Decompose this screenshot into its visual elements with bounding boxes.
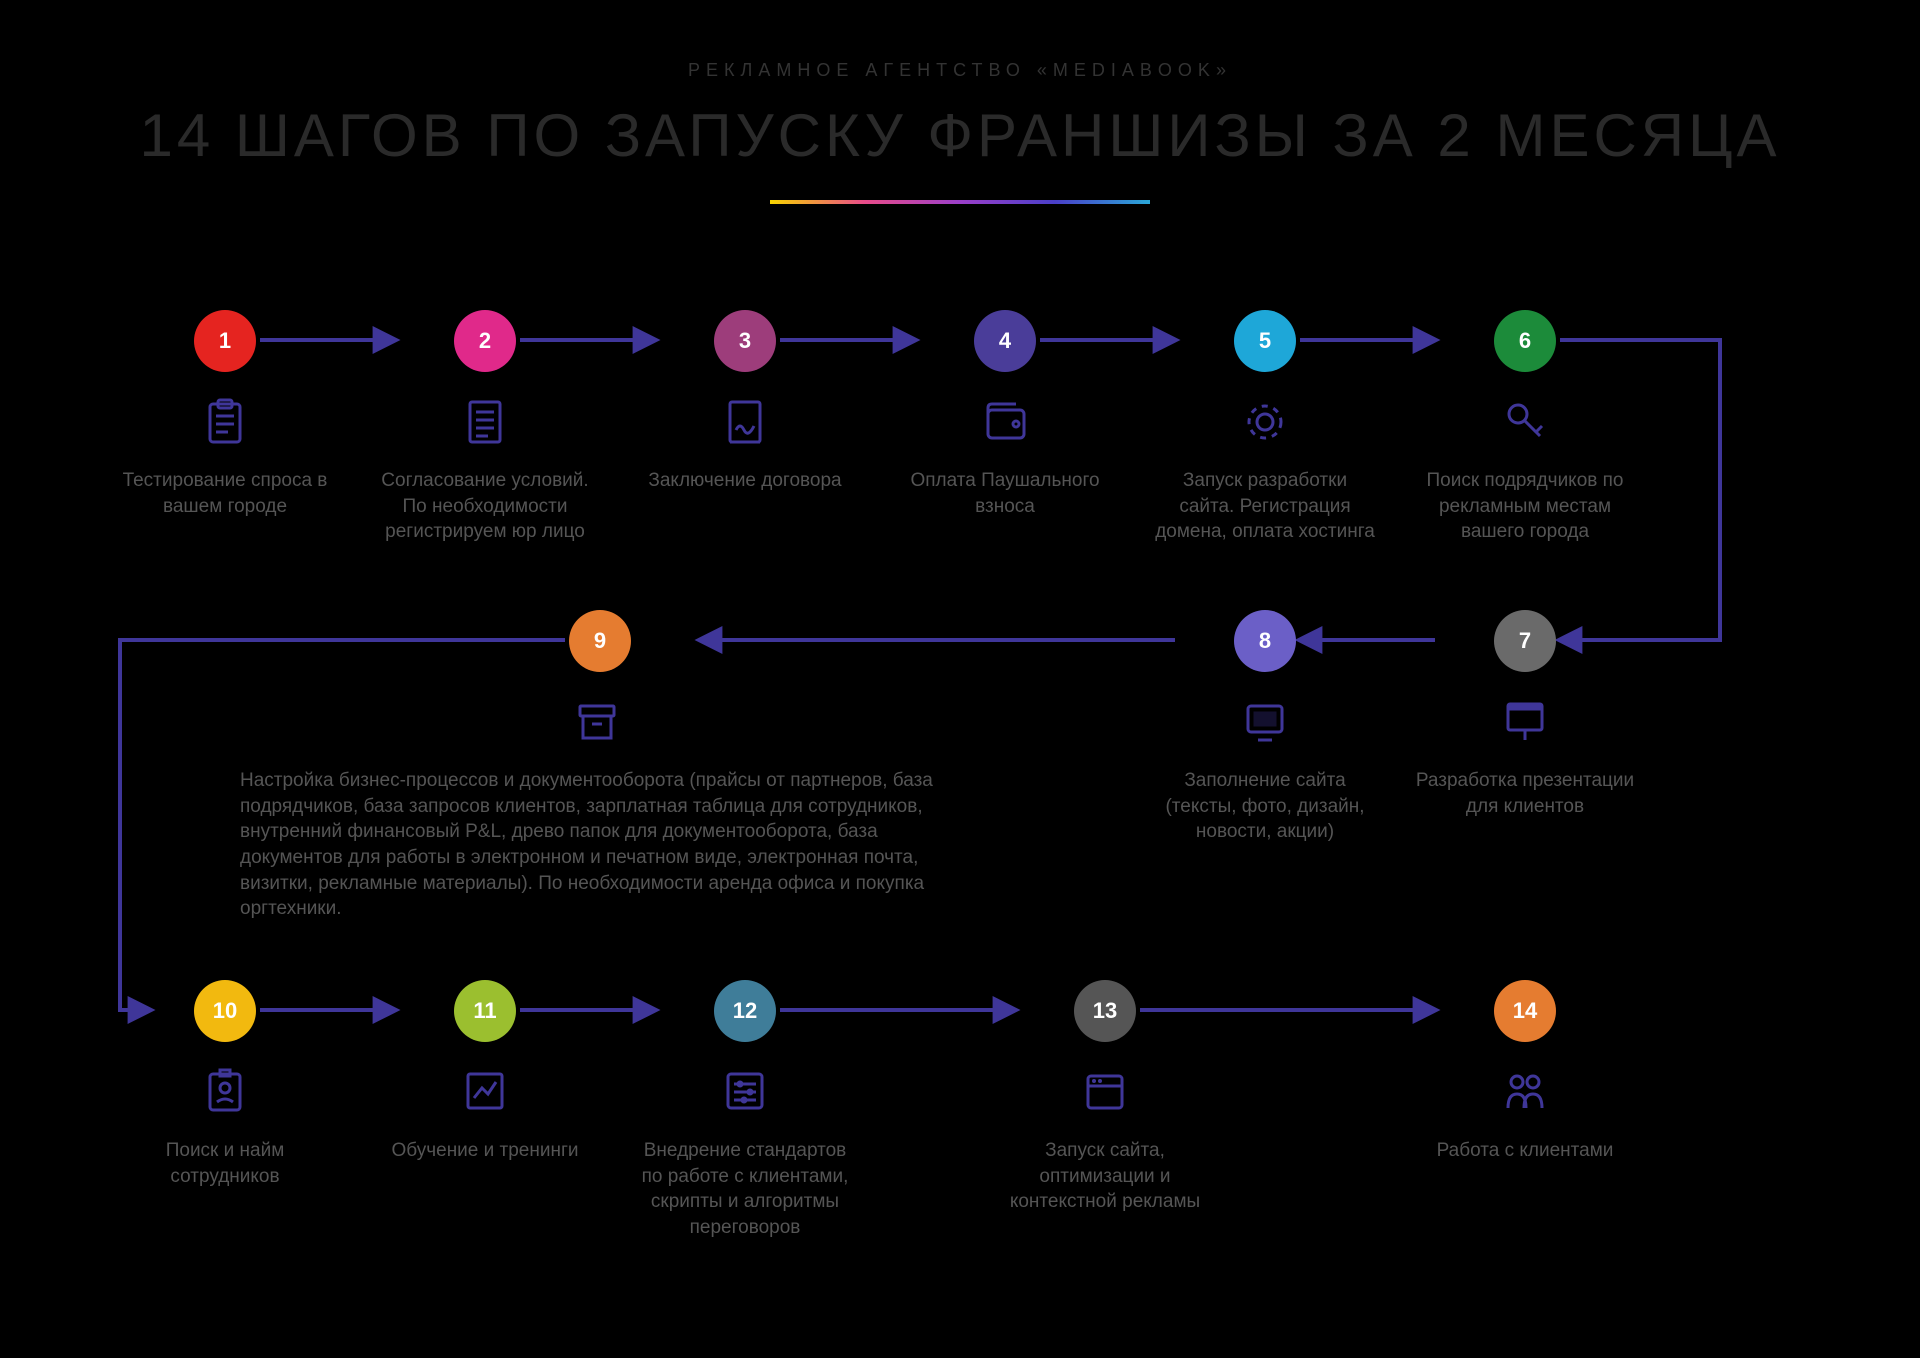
step-description: Согласование условий. По необходимости р… xyxy=(375,468,595,545)
step-3: 3 Заключение договора xyxy=(635,310,855,494)
step-circle: 11 xyxy=(454,980,516,1042)
step-4: 4 Оплата Паушального взноса xyxy=(895,310,1115,519)
people-icon xyxy=(1415,1064,1635,1120)
step-11: 11 Обучение и тренинги xyxy=(375,980,595,1164)
step-description: Запуск разработки сайта. Регистрация дом… xyxy=(1155,468,1375,545)
key-icon xyxy=(1415,394,1635,450)
step-14: 14 Работа с клиентами xyxy=(1415,980,1635,1164)
step-description: Поиск и найм сотрудников xyxy=(115,1138,335,1189)
step-circle: 1 xyxy=(194,310,256,372)
header-subtitle: РЕКЛАМНОЕ АГЕНТСТВО «MEDIABOOK» xyxy=(0,0,1920,81)
archive-icon xyxy=(572,694,628,750)
step-7: 7 Разработка презентации для клиентов xyxy=(1415,610,1635,819)
presentation-icon xyxy=(1415,694,1635,750)
header-title: 14 ШАГОВ ПО ЗАПУСКУ ФРАНШИЗЫ ЗА 2 МЕСЯЦА xyxy=(0,81,1920,170)
step-2: 2 Согласование условий. По необходимости … xyxy=(375,310,595,545)
clipboard-icon xyxy=(115,394,335,450)
step-8: 8 Заполнение сайта (тексты, фото, дизайн,… xyxy=(1155,610,1375,845)
step-description: Оплата Паушального взноса xyxy=(895,468,1115,519)
step-description: Поиск подрядчиков по рекламным местам ва… xyxy=(1415,468,1635,545)
step-circle: 14 xyxy=(1494,980,1556,1042)
step-circle: 3 xyxy=(714,310,776,372)
step-circle: 2 xyxy=(454,310,516,372)
document-icon xyxy=(375,394,595,450)
step-description: Работа с клиентами xyxy=(1415,1138,1635,1164)
step-circle: 13 xyxy=(1074,980,1136,1042)
browser-icon xyxy=(995,1064,1215,1120)
step-description: Заключение договора xyxy=(635,468,855,494)
step-description: Запуск сайта, оптимизации и контекстной … xyxy=(995,1138,1215,1215)
step-circle: 4 xyxy=(974,310,1036,372)
wallet-icon xyxy=(895,394,1115,450)
badge-icon xyxy=(115,1064,335,1120)
step-10: 10 Поиск и найм сотрудников xyxy=(115,980,335,1189)
step-6: 6 Поиск подрядчиков по рекламным местам в… xyxy=(1415,310,1635,545)
step-13: 13 Запуск сайта, оптимизации и контекстно… xyxy=(995,980,1215,1215)
step-circle: 9 xyxy=(569,610,631,672)
gear-icon xyxy=(1155,394,1375,450)
step-description: Настройка бизнес-процессов и документооб… xyxy=(240,768,960,922)
gradient-divider xyxy=(770,200,1150,204)
step-description: Тестирование спроса в вашем городе xyxy=(115,468,335,519)
step-circle: 7 xyxy=(1494,610,1556,672)
step-circle: 10 xyxy=(194,980,256,1042)
signature-icon xyxy=(635,394,855,450)
step-circle: 6 xyxy=(1494,310,1556,372)
step-description: Обучение и тренинги xyxy=(375,1138,595,1164)
monitor-icon xyxy=(1155,694,1375,750)
step-description: Разработка презентации для клиентов xyxy=(1415,768,1635,819)
step-9: 9 Настройка бизнес-процессов и документоо… xyxy=(240,610,960,922)
step-circle: 8 xyxy=(1234,610,1296,672)
step-5: 5 Запуск разработки сайта. Регистрация до… xyxy=(1155,310,1375,545)
step-description: Внедрение стандартов по работе с клиента… xyxy=(635,1138,855,1241)
step-12: 12 Внедрение стандартов по работе с клиен… xyxy=(635,980,855,1241)
step-description: Заполнение сайта (тексты, фото, дизайн, … xyxy=(1155,768,1375,845)
step-1: 1 Тестирование спроса в вашем городе xyxy=(115,310,335,519)
step-circle: 12 xyxy=(714,980,776,1042)
chart-icon xyxy=(375,1064,595,1120)
step-circle: 5 xyxy=(1234,310,1296,372)
sliders-icon xyxy=(635,1064,855,1120)
